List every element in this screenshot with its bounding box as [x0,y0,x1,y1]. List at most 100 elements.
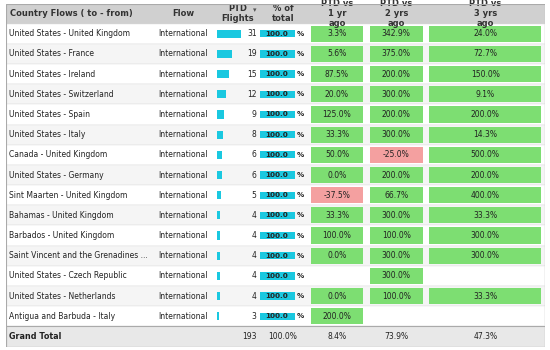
Text: 8.4%: 8.4% [327,332,346,341]
Text: Saint Vincent and the Grenadines ...: Saint Vincent and the Grenadines ... [9,251,147,260]
Text: 100.0: 100.0 [265,172,288,178]
Text: 50.0%: 50.0% [325,150,349,159]
Text: 4: 4 [252,292,257,301]
Text: Canada - United Kingdom: Canada - United Kingdom [9,150,107,159]
Text: 100.0%: 100.0% [382,292,411,301]
Text: International: International [158,211,208,220]
Text: United States - Germany: United States - Germany [9,170,103,180]
Text: 100.0: 100.0 [265,232,288,239]
Text: 19: 19 [247,49,257,58]
Text: 6: 6 [252,150,257,159]
Bar [261,212,295,219]
Text: 300.0%: 300.0% [382,130,411,139]
Text: United States - France: United States - France [9,49,94,58]
Bar [6,4,544,24]
Text: 100.0%: 100.0% [322,231,351,240]
Text: International: International [158,292,208,301]
Text: %: % [296,293,304,299]
Text: 100.0: 100.0 [265,152,288,158]
Text: 87.5%: 87.5% [325,70,349,79]
Text: 100.0: 100.0 [265,273,288,279]
Text: 9: 9 [252,110,257,119]
Text: PTD vs
2 yrs
ago: PTD vs 2 yrs ago [380,0,412,28]
Bar [429,248,541,264]
Bar [311,86,364,102]
Text: -37.5%: -37.5% [323,191,350,200]
Bar [429,66,541,82]
Text: 100.0: 100.0 [265,192,288,198]
Text: 8: 8 [252,130,257,139]
Bar [370,86,423,102]
Text: 100.0%: 100.0% [382,231,411,240]
Text: 300.0%: 300.0% [382,271,411,280]
Bar [370,127,423,143]
Text: International: International [158,251,208,260]
Bar [370,207,423,223]
Text: %: % [296,111,304,118]
Bar [217,131,223,139]
Text: 100.0: 100.0 [265,253,288,259]
Text: International: International [158,90,208,99]
Text: %: % [296,51,304,57]
Text: 66.7%: 66.7% [384,191,408,200]
Text: %: % [296,273,304,279]
Text: 200.0%: 200.0% [322,312,351,321]
Text: 72.7%: 72.7% [473,49,497,58]
Text: 300.0%: 300.0% [471,231,500,240]
Bar [261,30,295,37]
Bar [261,70,295,78]
Text: %: % [296,132,304,138]
Text: 14.3%: 14.3% [473,130,497,139]
Bar [311,66,364,82]
Text: 15: 15 [247,70,257,79]
Text: United States - Czech Republic: United States - Czech Republic [9,271,127,280]
Text: International: International [158,29,208,38]
Text: PTD vs
3 yrs
ago: PTD vs 3 yrs ago [469,0,502,28]
Text: %: % [296,91,304,97]
Text: Country Flows ( to - from): Country Flows ( to - from) [10,9,133,18]
Text: 4: 4 [252,211,257,220]
Text: %: % [296,232,304,239]
Bar [217,171,222,179]
Text: Bahamas - United Kingdom: Bahamas - United Kingdom [9,211,113,220]
Bar [311,228,364,244]
Bar [311,248,364,264]
Bar [429,207,541,223]
Bar [311,46,364,62]
Text: 300.0%: 300.0% [382,251,411,260]
Bar [261,252,295,259]
Text: 33.3%: 33.3% [473,211,497,220]
Text: 0.0%: 0.0% [327,292,346,301]
Bar [370,26,423,42]
Text: International: International [158,150,208,159]
Bar [6,286,544,306]
Bar [6,326,544,346]
Bar [261,111,295,118]
Text: United States - Spain: United States - Spain [9,110,90,119]
Bar [6,104,544,125]
Bar [429,147,541,163]
Bar [370,288,423,304]
Bar [311,207,364,223]
Bar [261,50,295,57]
Text: International: International [158,70,208,79]
Text: 400.0%: 400.0% [471,191,500,200]
Text: 100.0: 100.0 [265,91,288,97]
Text: 375.0%: 375.0% [382,49,411,58]
Text: United States - Italy: United States - Italy [9,130,85,139]
Text: 9.1%: 9.1% [476,90,495,99]
Bar [370,167,423,183]
Text: 300.0%: 300.0% [471,251,500,260]
Bar [6,145,544,165]
Text: 200.0%: 200.0% [382,70,411,79]
Text: ▾: ▾ [252,7,256,13]
Text: 4: 4 [252,231,257,240]
Text: International: International [158,130,208,139]
Text: 100.0%: 100.0% [268,332,298,341]
Text: -25.0%: -25.0% [383,150,410,159]
Text: 500.0%: 500.0% [471,150,500,159]
Bar [311,288,364,304]
Bar [429,167,541,183]
Text: Antigua and Barbuda - Italy: Antigua and Barbuda - Italy [9,312,115,321]
Text: 4: 4 [252,251,257,260]
